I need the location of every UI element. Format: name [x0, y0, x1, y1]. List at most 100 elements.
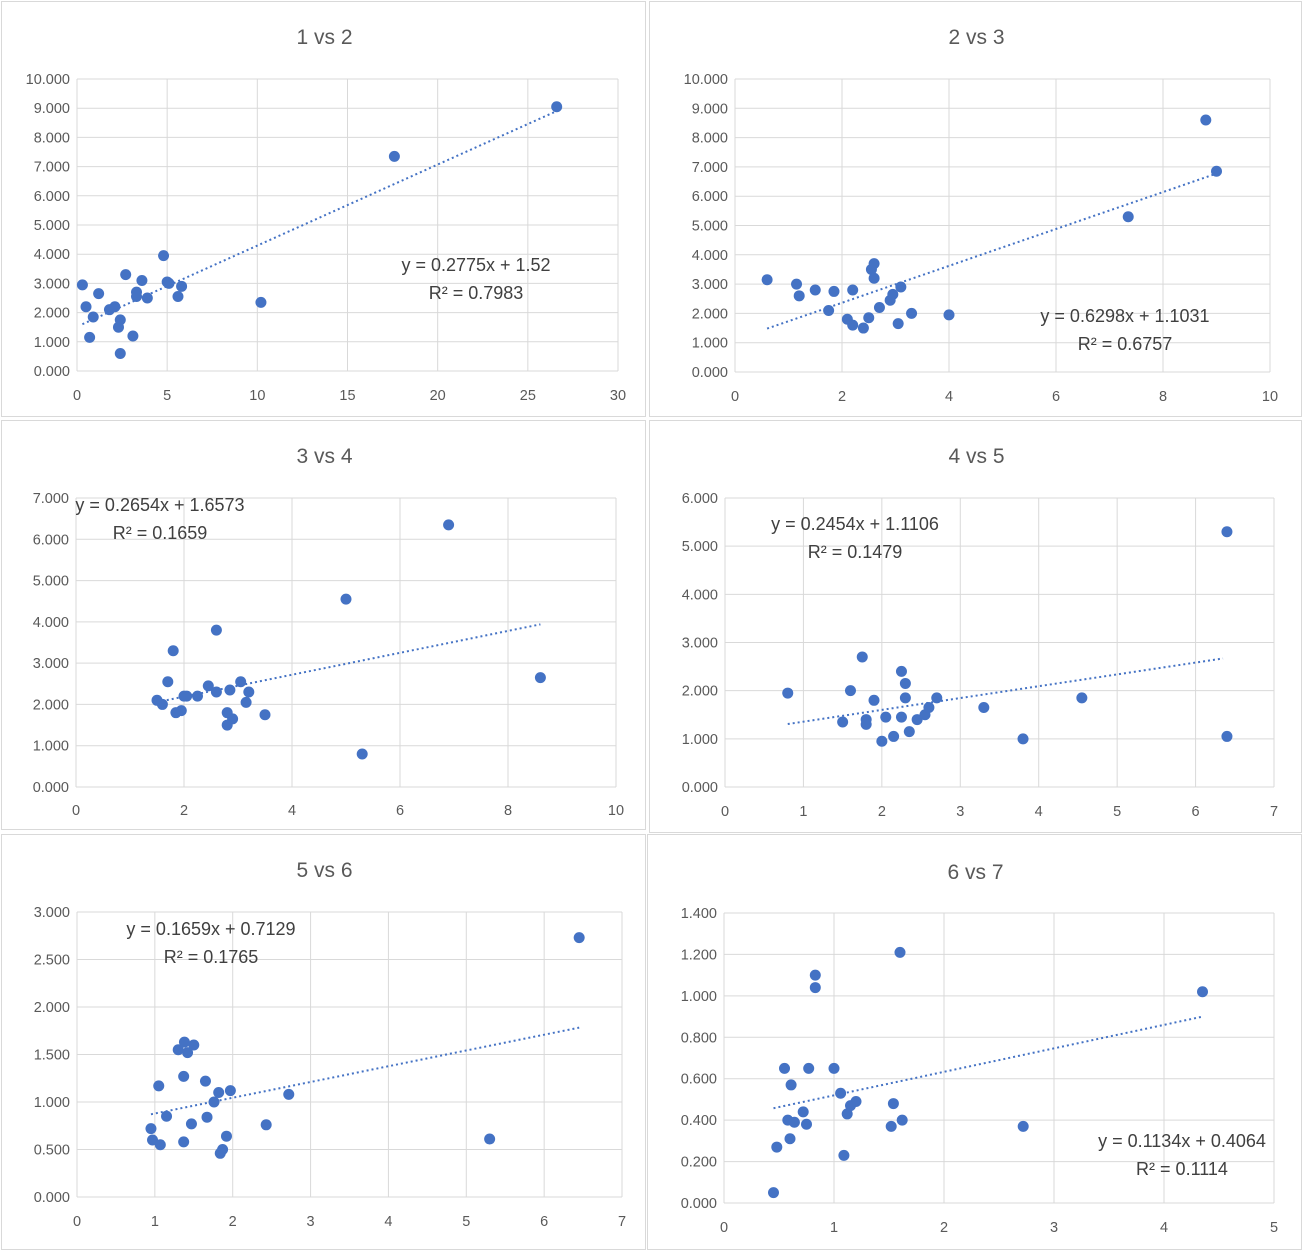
data-point — [175, 705, 187, 717]
data-point — [1221, 730, 1233, 742]
data-point — [224, 1085, 236, 1097]
data-point — [835, 1087, 847, 1099]
data-point — [943, 309, 955, 321]
data-point — [784, 1133, 796, 1145]
data-point — [120, 269, 132, 281]
data-point — [880, 711, 892, 723]
x-tick-label: 6 — [1052, 389, 1060, 405]
y-tick-label: 2.000 — [33, 697, 69, 713]
x-tick-label: 7 — [618, 1214, 626, 1230]
data-point — [860, 718, 872, 730]
chart-title: 3 vs 4 — [296, 445, 352, 468]
data-point — [809, 284, 821, 296]
data-point — [93, 288, 105, 300]
data-point — [181, 690, 193, 702]
trendline — [766, 172, 1217, 330]
data-point — [443, 519, 455, 531]
data-point — [761, 274, 773, 286]
data-point — [841, 1108, 853, 1120]
x-tick-label: 8 — [1159, 389, 1167, 405]
y-tick-label: 6.000 — [34, 189, 70, 205]
data-point — [856, 651, 868, 663]
y-tick-label: 2.500 — [34, 953, 70, 969]
x-tick-label: 5 — [462, 1214, 470, 1230]
x-tick-label: 2 — [838, 389, 846, 405]
x-tick-label: 0 — [73, 1214, 81, 1230]
data-point — [838, 1149, 850, 1161]
x-tick-label: 5 — [1113, 804, 1121, 820]
data-point — [1017, 1120, 1029, 1132]
y-tick-label: 1.400 — [681, 906, 717, 922]
x-tick-label: 10 — [608, 803, 624, 819]
data-point — [172, 1044, 184, 1056]
chart-title: 2 vs 3 — [948, 26, 1004, 49]
x-tick-label: 3 — [1050, 1220, 1058, 1236]
data-point — [868, 694, 880, 706]
x-tick-label: 4 — [384, 1214, 392, 1230]
data-point — [857, 322, 869, 334]
data-point — [885, 1120, 897, 1132]
y-tick-label: 9.000 — [692, 101, 728, 117]
data-point — [235, 676, 247, 688]
data-point — [797, 1106, 809, 1118]
data-point — [224, 684, 236, 696]
data-point — [923, 702, 935, 714]
data-point — [771, 1141, 783, 1153]
x-tick-label: 4 — [1035, 804, 1043, 820]
y-tick-label: 0.000 — [34, 364, 70, 380]
data-point — [154, 1139, 166, 1151]
scatter-chart: 6 vs 7 0.000 0.200 0.400 0.600 0.800 1.000 1.20… — [681, 861, 1278, 1236]
trendline — [82, 110, 558, 326]
trendline-r-squared: R² = 0.1659 — [113, 523, 208, 543]
data-point — [791, 278, 803, 290]
trendline-equation: y = 0.1134x + 0.4064 — [1098, 1131, 1266, 1151]
data-point — [220, 1130, 232, 1142]
y-tick-label: 1.500 — [34, 1048, 70, 1064]
x-tick-label: 10 — [1262, 389, 1278, 405]
data-point — [114, 314, 126, 326]
x-tick-label: 3 — [956, 804, 964, 820]
data-point — [240, 696, 252, 708]
y-tick-label: 10.000 — [26, 72, 70, 88]
y-tick-label: 5.000 — [34, 218, 70, 234]
data-point — [788, 1116, 800, 1128]
data-point — [895, 711, 907, 723]
data-point — [161, 1110, 173, 1122]
y-tick-label: 5.000 — [33, 574, 69, 590]
data-point — [76, 279, 88, 291]
data-point — [178, 1136, 190, 1148]
x-tick-label: 2 — [878, 804, 886, 820]
scatter-chart: 5 vs 6 0.000 0.500 1.000 1.500 2.000 2.500 3.00… — [34, 859, 626, 1230]
x-tick-label: 5 — [163, 388, 171, 404]
data-point — [895, 665, 907, 677]
y-tick-label: 8.000 — [692, 131, 728, 147]
data-point — [868, 258, 880, 270]
y-tick-label: 7.000 — [692, 160, 728, 176]
y-tick-label: 2.000 — [34, 306, 70, 322]
data-point — [1211, 165, 1222, 177]
y-tick-label: 10.000 — [684, 72, 728, 88]
chart-panel-4-vs-5: 4 vs 5 0.000 1.000 2.000 3.000 4.000 5.000 6.00… — [649, 420, 1302, 833]
y-tick-label: 0.000 — [692, 365, 728, 381]
data-point — [887, 1098, 899, 1110]
data-point — [114, 347, 126, 359]
data-point — [484, 1133, 496, 1145]
y-tick-label: 7.000 — [34, 160, 70, 176]
data-point — [162, 676, 174, 688]
data-point — [145, 1123, 157, 1135]
data-point — [803, 1062, 815, 1074]
x-tick-label: 25 — [520, 388, 536, 404]
data-point — [210, 624, 222, 636]
data-point — [1122, 211, 1134, 223]
trendline-equation: y = 0.6298x + 1.1031 — [1040, 306, 1209, 326]
data-point — [243, 686, 255, 698]
data-point — [895, 281, 907, 293]
y-tick-label: 0.500 — [34, 1143, 70, 1159]
data-point — [888, 730, 900, 742]
scatter-chart: 4 vs 5 0.000 1.000 2.000 3.000 4.000 5.000 6.00… — [682, 445, 1278, 820]
x-tick-label: 0 — [73, 388, 81, 404]
x-tick-label: 5 — [1270, 1220, 1278, 1236]
y-tick-label: 5.000 — [692, 219, 728, 235]
data-point — [158, 250, 170, 262]
data-point — [899, 692, 911, 704]
